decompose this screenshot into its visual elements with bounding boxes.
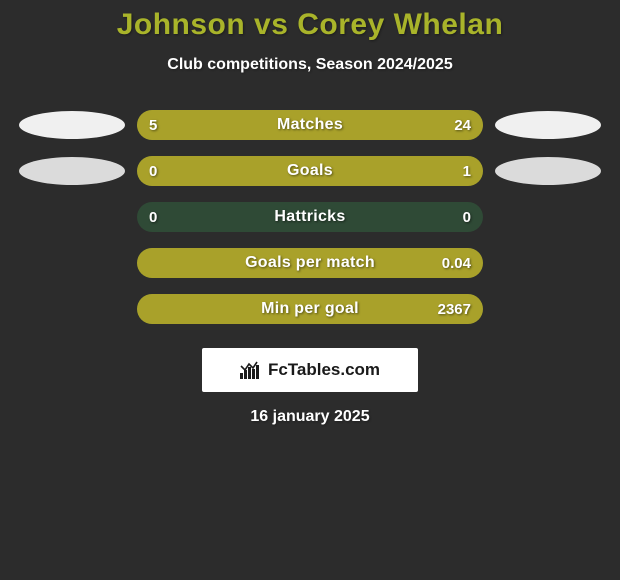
stat-label: Matches bbox=[137, 110, 483, 140]
date-label: 16 january 2025 bbox=[0, 408, 620, 426]
stat-value-right: 24 bbox=[454, 110, 471, 140]
stat-value-right: 0 bbox=[463, 202, 471, 232]
page-title: Johnson vs Corey Whelan bbox=[0, 0, 620, 42]
stat-label: Goals per match bbox=[137, 248, 483, 278]
stat-value-right: 1 bbox=[463, 156, 471, 186]
stat-bar: 0 Goals 1 bbox=[137, 156, 483, 186]
stat-label: Hattricks bbox=[137, 202, 483, 232]
stat-bar: 5 Matches 24 bbox=[137, 110, 483, 140]
stat-bar: Min per goal 2367 bbox=[137, 294, 483, 324]
comparison-infographic: Johnson vs Corey Whelan Club competition… bbox=[0, 0, 620, 580]
stat-rows: 5 Matches 24 0 Goals 1 0 Hattr bbox=[0, 102, 620, 332]
stat-bar: 0 Hattricks 0 bbox=[137, 202, 483, 232]
left-blob bbox=[19, 111, 125, 139]
left-blob bbox=[19, 157, 125, 185]
stat-label: Min per goal bbox=[137, 294, 483, 324]
stat-bar: Goals per match 0.04 bbox=[137, 248, 483, 278]
footer-site-label: FcTables.com bbox=[268, 360, 380, 380]
stat-row: 0 Hattricks 0 bbox=[0, 194, 620, 240]
right-blob bbox=[495, 157, 601, 185]
stat-row: 0 Goals 1 bbox=[0, 148, 620, 194]
stat-row: Min per goal 2367 bbox=[0, 286, 620, 332]
right-blob bbox=[495, 111, 601, 139]
footer-badge: FcTables.com bbox=[202, 348, 418, 392]
stat-value-right: 2367 bbox=[438, 294, 471, 324]
stat-row: 5 Matches 24 bbox=[0, 102, 620, 148]
stat-value-right: 0.04 bbox=[442, 248, 471, 278]
stat-row: Goals per match 0.04 bbox=[0, 240, 620, 286]
bar-chart-icon bbox=[240, 361, 262, 379]
page-subtitle: Club competitions, Season 2024/2025 bbox=[0, 56, 620, 74]
stat-label: Goals bbox=[137, 156, 483, 186]
